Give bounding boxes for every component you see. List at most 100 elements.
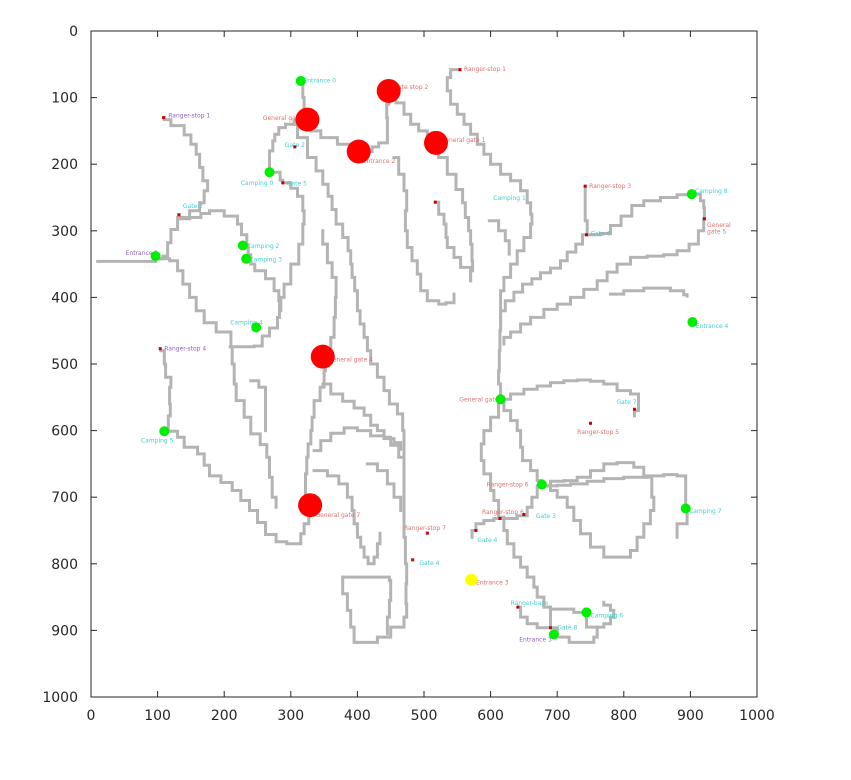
ranger-stop-marker <box>474 529 478 532</box>
road-18 <box>434 141 475 283</box>
point-label: General gate 3 <box>459 396 504 403</box>
point-label: Camping 5 <box>141 438 174 445</box>
ranger-stop-marker <box>433 200 437 204</box>
green-point <box>295 75 306 86</box>
axes: 0 100 200 300 400 500 600 700 800 900 1000 0 100 200 3… <box>42 24 774 724</box>
green-point <box>687 317 698 328</box>
x-tick-label: 0 <box>87 708 96 724</box>
ranger-stop-marker <box>585 233 589 237</box>
ranger-stop-marker <box>162 116 166 120</box>
road-30 <box>516 605 552 630</box>
green-point <box>686 189 697 200</box>
large-red-point <box>310 344 335 369</box>
point-label: Ranger-base <box>511 600 549 607</box>
point-labels: Entrance 0 Ranger-stop 1 Ranger-stop 1 Gene… <box>126 66 731 644</box>
ranger-stop-marker <box>498 517 502 521</box>
y-tick-label: 700 <box>51 490 78 506</box>
green-point <box>237 240 248 251</box>
point-label: Ranger-stop 6 <box>487 482 529 489</box>
point-label: Ranger-stop 1 <box>168 113 210 120</box>
point-label: Gate 4 <box>419 560 439 567</box>
point-label: Entrance 3 <box>519 637 552 644</box>
point-label: Gate 7 <box>616 399 636 406</box>
green-point <box>581 607 592 618</box>
ranger-stop-marker <box>281 181 285 185</box>
large-red-point <box>295 107 320 132</box>
point-label: Gate 8 <box>557 625 577 632</box>
point-label: Entrance 4 <box>696 323 729 330</box>
map-points <box>150 68 706 640</box>
point-label: Entrance 1 <box>126 250 159 257</box>
point-label: Gate stop 2 <box>393 84 428 91</box>
x-tick-label: 200 <box>211 708 238 724</box>
point-label: gate 5 <box>707 228 726 235</box>
road-3 <box>228 345 278 509</box>
point-label: Gate 6 <box>591 230 611 237</box>
green-point <box>548 629 559 640</box>
road-25 <box>499 378 640 418</box>
x-tick-label: 900 <box>677 708 704 724</box>
ranger-stop-marker <box>516 605 520 609</box>
point-label: Camping 6 <box>591 613 624 620</box>
large-red-point <box>346 139 371 164</box>
ranger-stop-marker <box>549 626 553 630</box>
ranger-stop-marker <box>583 184 587 188</box>
point-label: General gate 4 <box>328 356 373 363</box>
x-tick-label: 400 <box>344 708 371 724</box>
road-20 <box>433 200 473 283</box>
ranger-stop-marker <box>293 145 297 149</box>
point-label: Gate 4 <box>477 537 497 544</box>
large-red-point <box>423 130 448 155</box>
x-tick-label: 800 <box>610 708 637 724</box>
y-tick-label: 600 <box>51 424 78 440</box>
y-tick-label: 500 <box>51 357 78 373</box>
y-tick-label: 100 <box>51 91 78 107</box>
point-label: Camping 1 <box>493 195 526 202</box>
y-tick-label: 900 <box>51 623 78 639</box>
point-label: General <box>707 222 731 229</box>
x-tick-label: 100 <box>144 708 171 724</box>
road-15 <box>312 469 382 566</box>
point-label: Ranger-stop 6 <box>482 509 524 516</box>
road-29 <box>479 397 599 644</box>
point-label: Ranger-stop 7 <box>404 525 446 532</box>
point-label: Ranger-stop 5 <box>577 429 619 436</box>
point-label: General gate 1 <box>263 115 308 122</box>
point-label: Camping 8 <box>695 188 728 195</box>
x-tick-label: 500 <box>411 708 438 724</box>
green-point <box>264 167 275 178</box>
point-label: Camping 2 <box>247 243 280 250</box>
road-23 <box>502 192 706 346</box>
point-label: Entrance 2 <box>363 158 396 165</box>
road-28 <box>470 484 544 539</box>
green-point <box>159 426 170 437</box>
green-point <box>536 479 547 490</box>
green-point <box>680 503 691 514</box>
point-label: Entrance 0 <box>303 77 336 84</box>
point-label: Ranger-stop 1 <box>464 66 506 73</box>
road-31 <box>595 600 616 629</box>
road-0 <box>96 116 210 263</box>
x-tick-label: 700 <box>544 708 571 724</box>
ranger-stop-marker <box>632 407 636 411</box>
road-9 <box>341 575 359 644</box>
road-6 <box>268 119 306 313</box>
y-tick-label: 400 <box>51 290 78 306</box>
y-tick-label: 1000 <box>42 690 78 706</box>
large-red-point <box>376 78 401 103</box>
ranger-stop-marker <box>177 213 181 217</box>
point-label: Camping 3 <box>250 256 283 263</box>
x-tick-label: 600 <box>477 708 504 724</box>
point-label: Ranger-stop 3 <box>589 183 631 190</box>
point-label: Gate 3 <box>536 513 556 520</box>
y-tick-label: 800 <box>51 557 78 573</box>
ranger-stop-marker <box>458 68 462 72</box>
green-point <box>241 253 252 264</box>
ranger-stop-marker <box>522 513 526 517</box>
ranger-stop-marker <box>158 347 162 351</box>
point-label: Camping 0 <box>241 180 274 187</box>
x-tick-label: 300 <box>277 708 304 724</box>
point-label: Entrance 3 <box>476 579 509 586</box>
road-8 <box>292 122 409 644</box>
point-label: Gate 5 <box>287 181 307 188</box>
